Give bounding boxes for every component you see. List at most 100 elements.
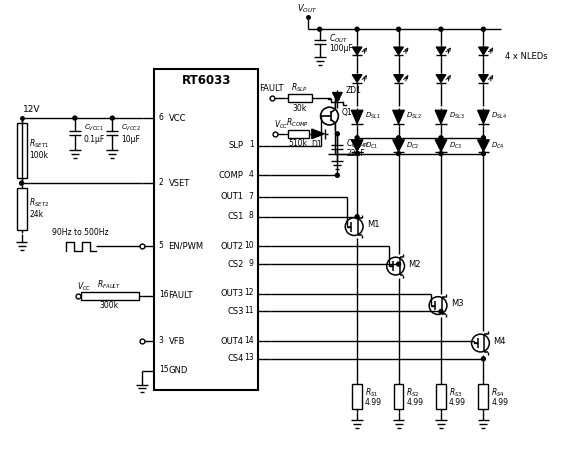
Text: 10: 10 [244, 241, 253, 250]
Text: M1: M1 [367, 220, 379, 229]
Circle shape [397, 27, 401, 31]
Polygon shape [351, 140, 363, 152]
Text: M3: M3 [451, 299, 463, 308]
Text: D1: D1 [311, 140, 322, 149]
Text: 22nF: 22nF [346, 149, 365, 158]
Text: FAULT: FAULT [259, 84, 284, 93]
Text: 2: 2 [159, 178, 164, 187]
Text: 4.99: 4.99 [407, 398, 423, 407]
Text: $R_{S2}$: $R_{S2}$ [407, 386, 420, 399]
Text: $R_{FAULT}$: $R_{FAULT}$ [97, 279, 122, 291]
Polygon shape [394, 75, 404, 82]
Polygon shape [478, 47, 488, 55]
Text: $R_{COMP}$: $R_{COMP}$ [287, 117, 309, 129]
Circle shape [318, 27, 321, 31]
Bar [352, 384, 362, 409]
Text: 100k: 100k [30, 151, 49, 160]
Bar [288, 130, 309, 138]
Text: OUT4: OUT4 [220, 337, 244, 346]
Text: 12V: 12V [23, 105, 40, 114]
Circle shape [73, 116, 77, 120]
Text: 0.1μF: 0.1μF [84, 135, 105, 144]
Text: $D_{SL3}$: $D_{SL3}$ [449, 111, 465, 121]
Text: $D_{C4}$: $D_{C4}$ [491, 140, 505, 151]
Circle shape [355, 136, 359, 140]
Bar [17, 188, 27, 230]
Text: CS4: CS4 [227, 354, 244, 363]
Text: VCC: VCC [169, 114, 186, 123]
Circle shape [397, 136, 401, 140]
Circle shape [335, 96, 339, 100]
Text: $D_{SL4}$: $D_{SL4}$ [491, 111, 508, 121]
Text: 6: 6 [159, 112, 164, 121]
Circle shape [335, 173, 339, 177]
Polygon shape [352, 75, 362, 82]
Text: RT6033: RT6033 [182, 74, 231, 87]
Text: $C_{OUT}$: $C_{OUT}$ [329, 33, 349, 45]
Circle shape [355, 27, 359, 31]
Circle shape [20, 181, 24, 185]
Text: OUT2: OUT2 [220, 242, 244, 251]
Polygon shape [477, 110, 490, 124]
Text: OUT3: OUT3 [220, 289, 244, 298]
Polygon shape [435, 110, 447, 124]
Bar [17, 123, 27, 178]
Text: VFB: VFB [169, 337, 185, 346]
Polygon shape [311, 129, 325, 139]
Text: 4 x NLEDs: 4 x NLEDs [505, 53, 548, 61]
Circle shape [439, 136, 443, 140]
Circle shape [110, 116, 114, 120]
Text: $R_{S3}$: $R_{S3}$ [449, 386, 463, 399]
Polygon shape [352, 47, 362, 55]
Polygon shape [436, 75, 446, 82]
Text: OUT1: OUT1 [220, 193, 244, 202]
Text: 1: 1 [249, 140, 253, 149]
Text: $V_{CC}$: $V_{CC}$ [77, 280, 92, 293]
Text: $R_{SLP}$: $R_{SLP}$ [291, 81, 309, 94]
Circle shape [481, 27, 485, 31]
Text: $D_{C1}$: $D_{C1}$ [365, 140, 378, 151]
Text: 16: 16 [159, 290, 168, 299]
Text: $C_{VCC2}$: $C_{VCC2}$ [121, 123, 141, 133]
Polygon shape [332, 92, 342, 102]
Text: CS3: CS3 [227, 307, 244, 316]
Text: $R_{S1}$: $R_{S1}$ [365, 386, 379, 399]
Circle shape [439, 309, 443, 313]
Text: 7: 7 [249, 192, 253, 201]
Circle shape [481, 136, 485, 140]
Bar [154, 69, 259, 390]
Text: 12: 12 [244, 288, 253, 297]
Text: 24k: 24k [30, 210, 44, 219]
Text: 100μF: 100μF [329, 44, 353, 53]
Text: $C_{COMP}$: $C_{COMP}$ [346, 137, 369, 150]
Text: 4.99: 4.99 [365, 398, 382, 407]
Polygon shape [435, 140, 447, 152]
Circle shape [335, 132, 339, 136]
Text: 4: 4 [249, 170, 253, 179]
Text: 510k: 510k [288, 139, 307, 148]
Text: 14: 14 [244, 336, 253, 345]
Text: 4.99: 4.99 [449, 398, 466, 407]
Text: $C_{VCC1}$: $C_{VCC1}$ [84, 123, 103, 133]
Text: SLP: SLP [229, 141, 244, 150]
Text: 4.99: 4.99 [491, 398, 508, 407]
Circle shape [397, 152, 401, 155]
Text: 15: 15 [159, 365, 168, 374]
Text: 300k: 300k [100, 301, 119, 310]
Text: CS1: CS1 [227, 212, 244, 221]
Text: $V_{OUT}$: $V_{OUT}$ [298, 2, 318, 15]
Text: $D_{C3}$: $D_{C3}$ [449, 140, 462, 151]
Text: $V_{CC}$: $V_{CC}$ [274, 119, 289, 131]
Circle shape [439, 152, 443, 155]
Polygon shape [478, 75, 488, 82]
Circle shape [355, 215, 359, 219]
Text: 13: 13 [244, 353, 253, 362]
Text: 8: 8 [249, 211, 253, 220]
Polygon shape [351, 110, 363, 124]
Text: ZD1: ZD1 [345, 86, 361, 95]
Text: $D_{SL2}$: $D_{SL2}$ [407, 111, 422, 121]
Text: COMP: COMP [219, 171, 244, 180]
Bar [288, 94, 311, 102]
Text: $R_{SET1}$: $R_{SET1}$ [30, 137, 50, 150]
Text: Q1: Q1 [341, 108, 352, 116]
